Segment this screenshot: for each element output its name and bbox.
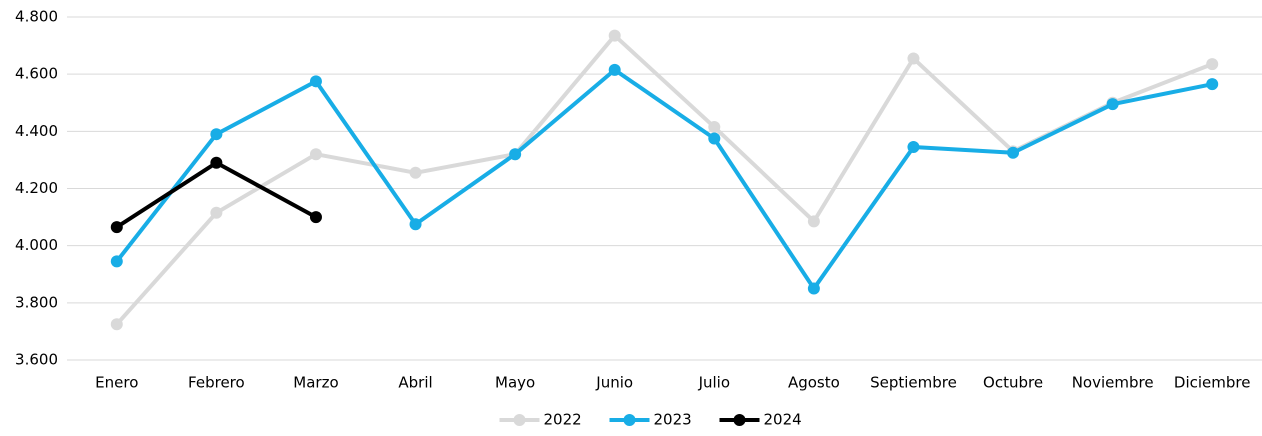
x-tick-label: Febrero: [188, 374, 245, 392]
point: [309, 148, 322, 161]
point: [1007, 146, 1020, 159]
x-tick-label: Junio: [595, 374, 633, 392]
y-tick-label: 4.600: [15, 65, 58, 83]
point: [409, 166, 422, 179]
point: [907, 141, 920, 154]
point: [210, 156, 223, 169]
y-tick-label: 3.600: [15, 351, 58, 369]
point: [708, 121, 721, 134]
point: [1206, 58, 1219, 71]
x-tick-label: Agosto: [788, 374, 840, 392]
point: [110, 318, 123, 331]
point: [210, 206, 223, 219]
point: [509, 148, 522, 161]
y-tick-label: 3.800: [15, 293, 58, 311]
point: [1206, 78, 1219, 91]
x-tick-label: Noviembre: [1072, 374, 1154, 392]
x-tick-label: Septiembre: [870, 374, 957, 392]
point: [309, 75, 322, 88]
point: [210, 128, 223, 141]
legend-label: 2022: [544, 411, 582, 429]
point: [608, 29, 621, 42]
point: [409, 218, 422, 231]
legend-swatch-marker: [623, 414, 636, 426]
x-tick-label: Abril: [398, 374, 432, 392]
point: [807, 215, 820, 228]
legend-swatch-marker: [513, 414, 526, 426]
point: [608, 63, 621, 76]
series-line: [115, 33, 1213, 326]
point: [309, 211, 322, 224]
x-tick-label: Enero: [95, 374, 138, 392]
point: [1106, 98, 1119, 111]
x-tick-label: Mayo: [495, 374, 535, 392]
y-tick-label: 4.800: [15, 8, 58, 26]
point: [110, 221, 123, 234]
point: [907, 52, 920, 65]
x-tick-label: Marzo: [293, 374, 338, 392]
y-tick-label: 4.200: [15, 179, 58, 197]
point: [110, 255, 123, 268]
y-tick-label: 4.400: [15, 122, 58, 140]
legend-swatch-marker: [733, 414, 746, 426]
legend-label: 2023: [654, 411, 692, 429]
x-tick-label: Octubre: [983, 374, 1043, 392]
legend-label: 2024: [764, 411, 802, 429]
x-tick-label: Julio: [698, 374, 730, 392]
point: [708, 132, 721, 145]
x-tick-label: Diciembre: [1174, 374, 1251, 392]
series-line: [115, 67, 1213, 291]
y-tick-label: 4.000: [15, 236, 58, 254]
point: [807, 282, 820, 295]
